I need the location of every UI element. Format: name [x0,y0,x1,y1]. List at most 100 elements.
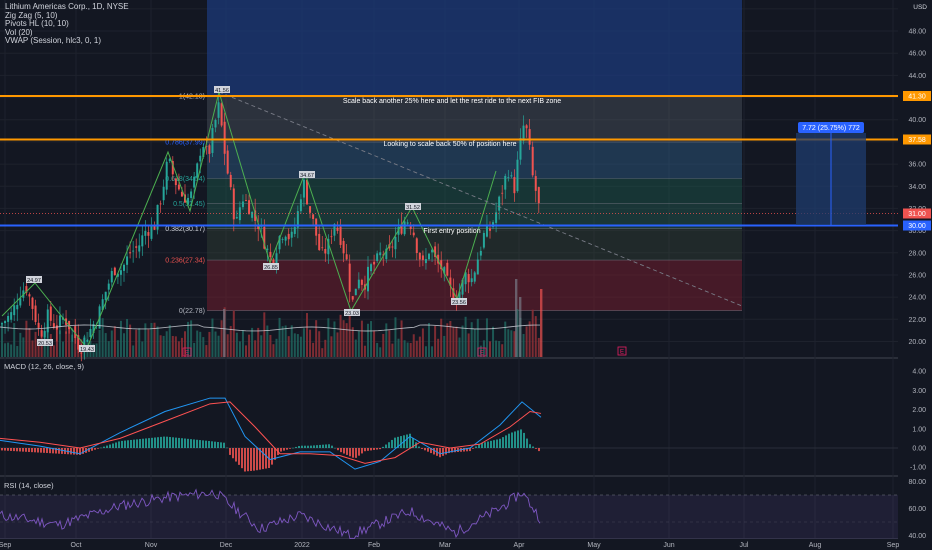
pivot-tag: 23.03 [345,311,359,317]
currency-label: USD [913,4,927,11]
zigzag-line [1,90,497,349]
volume-bar [302,328,305,357]
trendline-dashed [218,91,743,307]
volume-bar [461,325,464,357]
candle-body [223,121,226,154]
candle-body [34,305,37,322]
time-axis[interactable]: Sep Oct Nov Dec 2022 Feb Mar Apr May Jun Jul Aug Sep [0,539,932,550]
volume-bar [351,327,354,357]
volume-bar [501,344,504,357]
volume-bar [489,341,491,357]
volume-bar [296,334,299,357]
volume-bar [522,333,525,357]
volume-bar [68,326,71,357]
macd-histogram-bar [148,438,150,448]
candle-body [52,323,55,328]
volume-bar [473,328,476,357]
macd-histogram-bar [193,439,195,448]
macd-histogram-bar [208,440,210,448]
candle-body [360,279,363,285]
volume-bar [403,340,406,357]
macd-histogram-bar [109,444,111,448]
macd-pane-label[interactable]: MACD (12, 26, close, 9) [4,362,85,371]
fib-label: 0.236(27.34) [165,258,205,265]
volume-bar [52,345,55,357]
volume-bar [214,331,217,357]
volume-indicator-label[interactable]: Vol (20) [5,27,33,37]
time-tick: 2022 [294,542,310,549]
price-tick: 30.00 [908,228,926,235]
candle-body [461,279,464,295]
fib-zones: 1(42.13)0.786(37.99)0.618(34.54)0.5(32.4… [165,0,742,315]
time-tick: Feb [368,542,380,549]
candle-body [147,232,150,236]
macd-histogram-bar [391,439,393,448]
volume-bar [415,340,418,357]
candle-body [55,325,58,330]
measure-label: 7.72 (25.75%) 772 [802,125,860,132]
candle-body [379,252,382,256]
candle-body [113,267,116,275]
volume-bar [479,345,482,357]
chart-legend[interactable]: Lithium Americas Corp., 1D, NYSE Zig Zag… [5,2,129,46]
time-tick: Jun [663,542,674,549]
symbol-title[interactable]: Lithium Americas Corp., 1D, NYSE [5,2,129,11]
volume-bar [135,329,138,357]
candle-body [370,264,373,272]
volume-bar [19,332,22,357]
macd-histogram-bar [328,444,330,448]
macd-histogram-bar [88,448,90,452]
macd-histogram-bar [292,447,294,449]
candle-body [196,163,199,178]
volume-bar [290,325,293,357]
volume-bar [180,337,183,357]
pivot-tag: 23.56 [452,300,466,306]
volume-bar [138,328,141,357]
macd-histogram-bar [13,448,15,452]
vwap-indicator-label[interactable]: VWAP (Session, hlc3, 0, 1) [5,36,102,46]
price-axis[interactable]: USD48.0046.0044.0042.0040.0038.0036.0034… [898,0,932,550]
candle-body [336,227,339,231]
pivot-tag-bg [79,345,95,352]
macd-histogram-bar [370,448,372,451]
macd-histogram-bar [151,437,153,448]
macd-histogram-bar [235,448,237,462]
candle-body [528,129,531,145]
macd-histogram-bar [385,444,387,448]
macd-histogram-bar [187,438,189,448]
candle-body [159,203,162,205]
volume-bar [504,321,507,357]
macd-histogram-bar [199,440,201,448]
zigzag-indicator-label[interactable]: Zig Zag (5, 10) [5,10,58,20]
candle-body [10,312,13,320]
macd-histogram-bar [400,436,402,448]
candle-body [315,218,318,236]
candle-body [333,224,336,236]
fib-label: 0.382(30.17) [165,226,205,233]
price-tick: 34.00 [908,184,926,191]
macd-tick: 0.00 [912,446,926,453]
macd-histogram-bar [286,448,288,450]
macd-histogram-bar [532,446,534,448]
macd-histogram-bar [517,430,519,448]
candle-body [86,340,89,342]
pivot-tag-bg [214,86,230,93]
candle-body [245,200,247,201]
volume-bar [235,332,238,357]
pivot-tag: 34.67 [300,173,314,179]
rsi-pane-label[interactable]: RSI (14, close) [4,481,54,490]
candle-body [281,239,284,240]
macd-histogram-bar [178,437,180,448]
volume-bar [113,326,116,357]
candle-body [89,329,92,338]
candle-body [516,159,519,192]
volume-bar [199,331,202,357]
rsi-tick: 60.00 [908,506,926,513]
volume-bar [476,318,479,357]
candle-body [287,233,290,240]
candle-body [354,288,357,296]
macd-tick: -1.00 [910,465,926,472]
pivots-indicator-label[interactable]: Pivots HL (10, 10) [5,19,69,29]
volume-bar [65,331,68,357]
